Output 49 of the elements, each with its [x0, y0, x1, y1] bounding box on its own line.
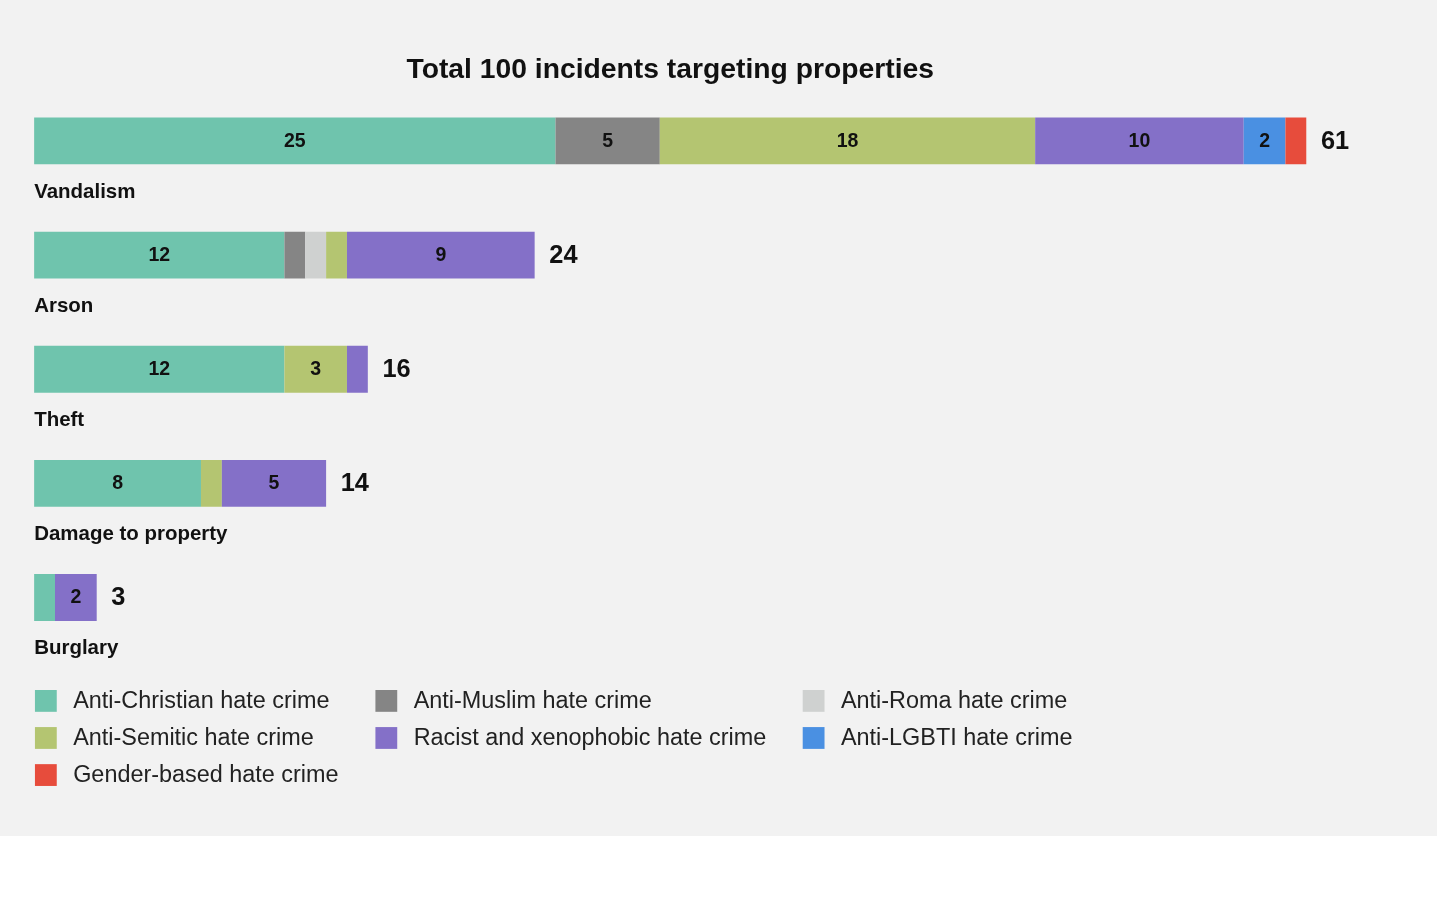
y-tick-label: Damage to property	[34, 520, 229, 544]
bar	[284, 231, 306, 279]
legend-label: Anti-Christian hate crime	[73, 686, 330, 713]
bar	[34, 574, 55, 621]
data-label: 9	[435, 242, 447, 265]
bar	[1035, 117, 1244, 165]
bar	[326, 231, 347, 279]
y-tick-label: Burglary	[34, 635, 119, 659]
bar	[284, 345, 347, 393]
data-label: 25	[283, 128, 306, 151]
data-label: 5	[268, 471, 280, 494]
legend-label: Anti-Muslim hate crime	[413, 686, 652, 713]
legend-label: Anti-LGBTI hate crime	[840, 723, 1073, 750]
total-label: 24	[549, 239, 578, 268]
bar	[555, 117, 660, 165]
bar	[305, 231, 327, 279]
legend-label: Gender-based hate crime	[73, 760, 339, 787]
data-label: 18	[836, 128, 859, 151]
y-tick-label: Arson	[34, 292, 94, 316]
bar	[221, 459, 327, 507]
bar	[34, 117, 556, 165]
total-label: 16	[382, 354, 411, 383]
data-label: 10	[1128, 128, 1151, 151]
bar	[1285, 117, 1307, 165]
data-label: 12	[148, 357, 171, 380]
bar	[200, 459, 222, 507]
data-label: 8	[112, 471, 124, 494]
bar	[34, 345, 285, 393]
total-label: 3	[111, 582, 126, 611]
data-label: 3	[310, 357, 322, 380]
bar	[659, 117, 1036, 165]
y-tick-label: Theft	[34, 406, 85, 430]
bar	[55, 574, 97, 621]
data-label: 2	[70, 585, 82, 608]
data-label: 2	[1259, 128, 1271, 151]
bar	[346, 345, 368, 393]
legend-label: Racist and xenophobic hate crime	[413, 723, 767, 750]
legend-label: Anti-Roma hate crime	[840, 686, 1068, 713]
bar	[34, 459, 201, 507]
data-label: 5	[602, 128, 614, 151]
y-tick-label: Vandalism	[34, 178, 136, 202]
chart-title: Total 100 incidents targeting properties	[406, 51, 934, 84]
data-label: 12	[148, 242, 171, 265]
bar	[346, 231, 535, 279]
total-label: 14	[340, 468, 369, 497]
legend-label: Anti-Semitic hate crime	[73, 723, 314, 750]
bar	[34, 231, 285, 279]
bar	[1243, 117, 1286, 165]
total-label: 61	[1320, 125, 1350, 154]
